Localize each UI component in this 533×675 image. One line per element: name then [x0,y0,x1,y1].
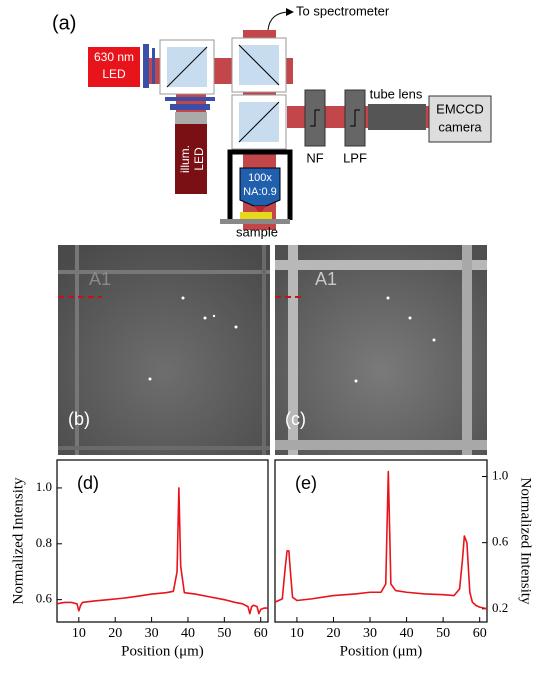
y-axis-label: Normalized Intensity [518,477,533,605]
figure: (a) 630 nm LED To spectrometer illum. LE… [0,0,533,675]
lpf-label: LPF [343,150,367,165]
emitter [387,297,390,300]
x-tick-label: 50 [217,626,231,641]
led-label: 630 nm [94,50,134,64]
x-tick-label: 20 [108,626,122,641]
grid-bar [275,260,487,270]
emitter [182,297,185,300]
emitter [433,339,436,342]
setup-diagram: (a) 630 nm LED To spectrometer illum. LE… [52,3,491,239]
led-label: LED [102,67,126,81]
objective-label: NA:0.9 [243,186,277,198]
emitter [204,317,207,320]
x-tick-label: 10 [72,626,86,641]
y-tick-label: 1.0 [36,479,52,494]
x-axis-label: Position (μm) [340,643,423,659]
illum-label: LED [192,147,206,171]
emitter [213,315,215,317]
camera-label: camera [438,119,482,134]
micrograph [275,245,487,455]
camera-label: EMCCD [436,101,484,116]
grid-bar [275,440,487,450]
illum-label: illum. [178,145,192,173]
grid-bar [262,245,266,455]
filter [165,97,215,101]
data-line [57,488,268,614]
objective-label: 100x [248,172,272,184]
y-axis-label: Normalized Intensity [10,477,26,605]
panel-label: (d) [77,473,99,493]
grid-bar [58,446,270,450]
x-tick-label: 20 [326,626,340,641]
emitter [235,326,238,329]
emitter [409,317,412,320]
y-tick-label: 1.0 [492,468,508,483]
x-tick-label: 60 [254,626,268,641]
stage [220,219,290,224]
y-tick-label: 0.2 [492,600,508,615]
lens [170,104,210,110]
x-tick-label: 50 [436,626,450,641]
sample [240,212,272,219]
y-tick-label: 0.6 [36,591,53,606]
x-axis-label: Position (μm) [121,643,204,659]
image-b: A1 (b) [58,245,270,455]
page: {"diagram": {"panel": "(a)", "spectromet… [0,0,533,675]
x-tick-label: 60 [473,626,487,641]
tube-lens [368,104,426,130]
image-c: A1 (c) [275,245,487,455]
y-tick-label: 0.8 [36,535,52,550]
x-tick-label: 40 [400,626,414,641]
well-label: A1 [315,269,337,289]
panel-label: (e) [295,473,317,493]
lens [143,44,149,88]
arrow [286,8,294,16]
emitter [149,378,152,381]
x-tick-label: 10 [290,626,304,641]
nf-label: NF [306,150,323,165]
spectrometer-label: To spectrometer [296,3,390,18]
led-mount [175,112,207,124]
emitter [355,380,358,383]
panel-label: (c) [285,409,306,429]
y-tick-label: 0.6 [492,534,509,549]
panel-label: (a) [52,12,76,34]
sample-label: sample [236,224,278,239]
x-tick-label: 30 [145,626,159,641]
filter [152,48,155,84]
panel-label: (b) [68,409,90,429]
x-tick-label: 40 [181,626,195,641]
tube-lens-label: tube lens [370,86,423,101]
grid-bar [462,245,472,455]
well-label: A1 [89,269,111,289]
x-tick-label: 30 [363,626,377,641]
